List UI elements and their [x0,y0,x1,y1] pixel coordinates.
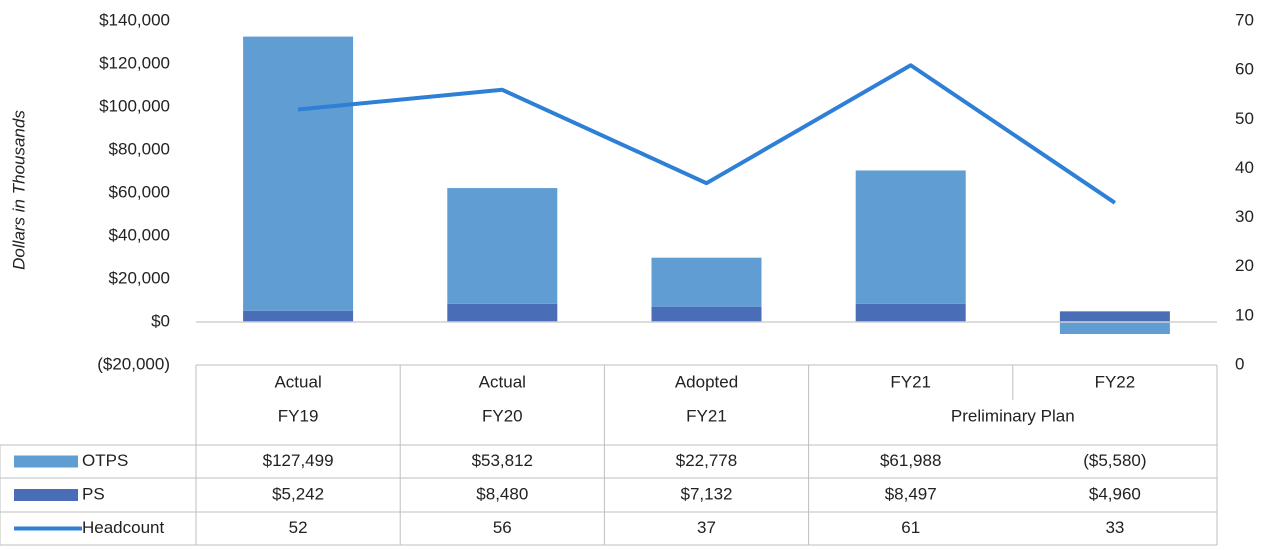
table-cell: 37 [697,518,716,537]
bar [1059,322,1170,334]
table-cell: $4,960 [1089,484,1141,503]
bar [855,170,966,304]
x-tick-sublabel: FY19 [278,406,319,425]
bar [447,303,558,322]
table-cell: $8,480 [476,484,528,503]
x-tick-sublabel: FY20 [482,406,523,425]
y2-tick-label: 40 [1235,158,1254,177]
legend-swatch [14,489,78,501]
table-cell: $53,812 [472,451,533,470]
line [297,63,1117,205]
bar [243,36,354,311]
y-tick-label: $120,000 [99,53,170,72]
x-tick-label: FY22 [1095,372,1136,391]
y-tick-label: $0 [151,311,170,330]
y-tick-label: $140,000 [99,10,170,29]
y2-tick-label: 50 [1235,109,1254,128]
bar [651,306,762,322]
x-tick-label: Actual [274,372,321,391]
y-tick-label: ($20,000) [97,354,170,373]
table-cell: 52 [289,518,308,537]
table-cell: 61 [901,518,920,537]
table-cell: 56 [493,518,512,537]
y-axis-label: Dollars in Thousands [9,110,28,270]
y2-tick-label: 30 [1235,207,1254,226]
y-tick-label: $60,000 [109,182,170,201]
table-cell: $61,988 [880,451,941,470]
table-cell: $22,778 [676,451,737,470]
bar [447,188,558,304]
y2-tick-label: 0 [1235,354,1244,373]
y-tick-label: $100,000 [99,96,170,115]
bar [243,310,354,322]
y2-tick-label: 70 [1235,10,1254,29]
x-tick-label: Adopted [675,372,738,391]
table-cell: $127,499 [263,451,334,470]
bar [651,257,762,307]
y2-tick-label: 60 [1235,60,1254,79]
y-tick-label: $80,000 [109,139,170,158]
x-tick-label: FY21 [890,372,931,391]
table-cell: 33 [1105,518,1124,537]
table-cell: $5,242 [272,484,324,503]
legend-label: PS [82,484,105,503]
y2-tick-label: 10 [1235,305,1254,324]
table-cell: $7,132 [681,484,733,503]
y-tick-label: $20,000 [109,268,170,287]
legend-label: Headcount [82,518,165,537]
bar [855,303,966,322]
legend-label: OTPS [82,451,128,470]
table-cell: ($5,580) [1083,451,1146,470]
x-tick-label: Actual [479,372,526,391]
y2-tick-label: 20 [1235,256,1254,275]
category-group-label: Preliminary Plan [951,406,1075,425]
bar [1059,311,1170,322]
table-cell: $8,497 [885,484,937,503]
y-tick-label: $40,000 [109,225,170,244]
x-tick-sublabel: FY21 [686,406,727,425]
legend-swatch [14,455,78,468]
